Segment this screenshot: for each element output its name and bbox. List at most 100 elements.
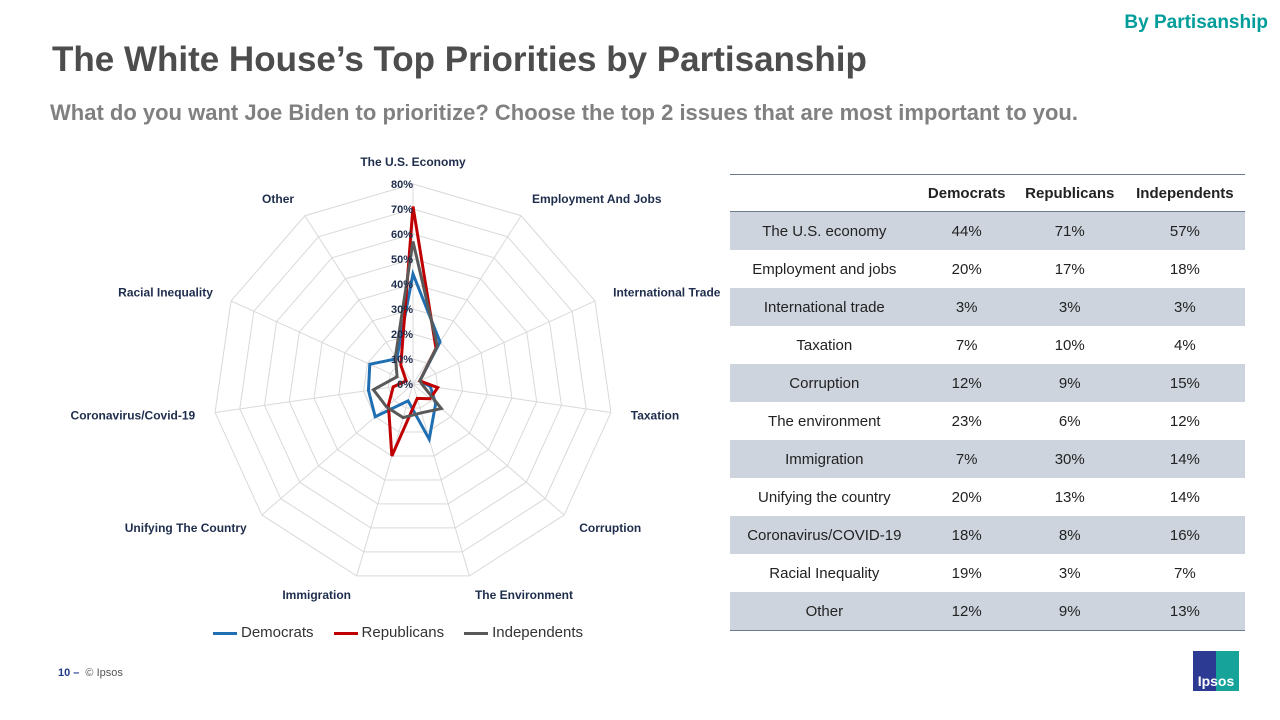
- table-cell: 18%: [1169, 260, 1200, 278]
- table-row: Unifying the country 20% 13% 14%: [730, 478, 1245, 516]
- tick-label: 30%: [391, 304, 413, 316]
- copyright: © Ipsos: [85, 667, 123, 679]
- axis-label: Immigration: [282, 588, 351, 602]
- table-row: The environment 23% 6% 12%: [730, 402, 1245, 440]
- grid-spoke: [412, 383, 470, 577]
- row-label: Coronavirus/COVID-19: [730, 516, 919, 554]
- footer: 10 – © Ipsos: [58, 667, 123, 679]
- grid-ring: [239, 208, 587, 553]
- grid-ring: [338, 308, 488, 457]
- table-cell: 10%: [1054, 336, 1085, 354]
- table-cell: 20%: [951, 488, 982, 506]
- table-row: Other 12% 9% 13%: [730, 592, 1245, 631]
- table-cell: 19%: [951, 564, 982, 582]
- table-cell: 8%: [1014, 516, 1125, 554]
- table-cell: 4%: [1174, 336, 1196, 354]
- legend-swatch: [213, 631, 237, 635]
- table-cell: 23%: [951, 412, 982, 430]
- radar-chart: The U.S. Economy Employment And Jobs Inter…: [71, 155, 721, 602]
- axis-label: Other: [262, 192, 294, 206]
- legend-label: Republicans: [361, 624, 445, 641]
- table-cell: 13%: [1054, 488, 1085, 506]
- table-cell: 71%: [1014, 211, 1125, 250]
- table-cell: 57%: [1124, 211, 1245, 250]
- table-row: Employment and jobs 20% 17% 18%: [730, 250, 1245, 288]
- table-cell: 13%: [1124, 592, 1245, 631]
- table-row: The U.S. economy 44% 71% 57%: [730, 211, 1245, 250]
- tick-label: 60%: [391, 229, 413, 241]
- row-label: Taxation: [796, 336, 853, 354]
- tick-label: 80%: [391, 179, 413, 191]
- table-cell: 16%: [1124, 516, 1245, 554]
- row-label: Racial Inequality: [769, 564, 880, 582]
- table-cell: 44%: [918, 211, 1015, 250]
- row-label: Unifying the country: [758, 488, 891, 506]
- table-cell: 3%: [1124, 288, 1245, 326]
- table-cell: 12%: [1169, 412, 1200, 430]
- grid-spoke: [214, 383, 414, 413]
- table-row: Taxation 7% 10% 4%: [730, 326, 1245, 364]
- row-label: Immigration: [730, 440, 919, 478]
- legend-item: Independents: [464, 624, 583, 641]
- grid-ring: [214, 183, 612, 577]
- grid-ring: [288, 258, 538, 505]
- table-row: Coronavirus/COVID-19 18% 8% 16%: [730, 516, 1245, 554]
- row-label: Other: [730, 592, 919, 631]
- grid-ring: [313, 283, 513, 481]
- grid-spoke: [230, 300, 414, 385]
- table-row: International trade 3% 3% 3%: [730, 288, 1245, 326]
- grid-ring: [362, 333, 464, 433]
- table-cell: 6%: [1058, 412, 1081, 430]
- table-cell: 3%: [918, 288, 1015, 326]
- axis-label: Unifying The Country: [125, 521, 247, 535]
- data-table: Democrats Republicans Independents The U.S…: [730, 174, 1245, 631]
- tick-label: 20%: [391, 329, 413, 341]
- ipsos-logo: Ipsos: [1193, 651, 1239, 691]
- section-tag: By Partisanship: [1124, 12, 1268, 33]
- axis-label: Corruption: [579, 521, 641, 535]
- tick-label: 10%: [391, 354, 413, 366]
- series-line-independents: [371, 241, 445, 420]
- legend-label: Democrats: [241, 624, 314, 641]
- axis-label: Taxation: [631, 408, 679, 422]
- page-number: 10 –: [58, 667, 80, 679]
- table-cell: 30%: [1014, 440, 1125, 478]
- axis-label: Employment And Jobs: [532, 192, 662, 206]
- logo-text: Ipsos: [1197, 673, 1235, 689]
- table-cell: 9%: [1014, 364, 1125, 402]
- tick-label: 40%: [391, 279, 413, 291]
- table-cell: 3%: [1014, 288, 1125, 326]
- column-header: [730, 174, 919, 212]
- axis-label: The U.S. Economy: [360, 155, 466, 169]
- page-title: The White House’s Top Priorities by Part…: [52, 40, 867, 79]
- axis-label: Coronavirus/Covid-19: [71, 408, 196, 422]
- table-row: Corruption 12% 9% 15%: [730, 364, 1245, 402]
- column-header: Republicans: [1014, 174, 1125, 212]
- legend-swatch: [464, 631, 489, 635]
- grid-spoke: [412, 383, 612, 413]
- table-cell: 18%: [918, 516, 1015, 554]
- table-row: Immigration 7% 30% 14%: [730, 440, 1245, 478]
- page-subtitle: What do you want Joe Biden to prioritize…: [50, 100, 1078, 125]
- row-label: Employment and jobs: [752, 260, 897, 278]
- legend-swatch: [333, 631, 358, 635]
- column-header: Independents: [1124, 174, 1245, 212]
- table-cell: 14%: [1124, 440, 1245, 478]
- table-cell: 7%: [1174, 564, 1196, 582]
- table-cell: 15%: [1124, 364, 1245, 402]
- axis-label: Racial Inequality: [118, 286, 213, 300]
- legend-item: Democrats: [213, 624, 314, 641]
- row-label: International trade: [730, 288, 919, 326]
- chart-legend: Democrats Republicans Independents: [213, 624, 583, 641]
- table-row: Racial Inequality 19% 3% 7%: [730, 554, 1245, 592]
- tick-label: 0%: [397, 379, 413, 391]
- table-cell: 12%: [918, 364, 1015, 402]
- table-cell: 3%: [1058, 564, 1081, 582]
- table-cell: 17%: [1054, 260, 1085, 278]
- table-cell: 9%: [1014, 592, 1125, 631]
- row-label: The U.S. economy: [730, 211, 919, 250]
- table-cell: 12%: [918, 592, 1015, 631]
- table-cell: 20%: [951, 260, 982, 278]
- table-cell: 7%: [955, 336, 978, 354]
- grid-spoke: [412, 300, 596, 385]
